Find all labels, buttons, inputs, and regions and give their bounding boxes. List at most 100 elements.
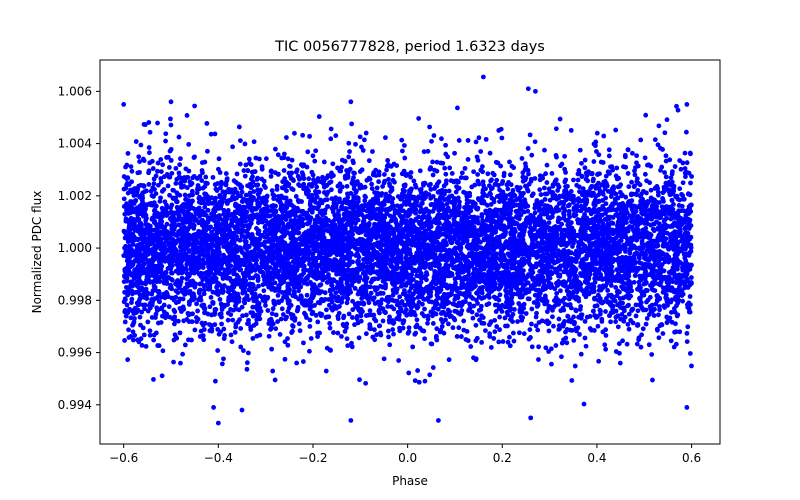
data-point (390, 172, 396, 178)
data-point (363, 380, 369, 386)
data-point (294, 360, 300, 366)
data-point (671, 202, 676, 207)
data-point (639, 332, 644, 338)
data-point (625, 321, 631, 327)
data-point (473, 322, 479, 328)
data-point (633, 313, 639, 319)
data-point (532, 202, 538, 208)
data-point (622, 154, 628, 160)
data-point (326, 272, 331, 277)
data-point (242, 173, 248, 179)
data-point (638, 137, 644, 143)
data-point (153, 330, 159, 336)
data-point (566, 289, 572, 295)
data-point (233, 201, 238, 207)
data-point (324, 175, 330, 181)
data-point (213, 186, 219, 192)
data-point (650, 377, 655, 383)
data-point (538, 192, 544, 197)
data-point (409, 272, 415, 278)
data-point (350, 158, 356, 164)
data-point (285, 156, 291, 162)
data-point (490, 185, 495, 191)
data-point (327, 325, 333, 331)
data-point (499, 135, 505, 141)
data-point (556, 316, 562, 322)
data-point (507, 172, 513, 178)
data-point (244, 360, 250, 366)
data-point (595, 171, 601, 177)
data-point (596, 358, 602, 364)
data-point (383, 135, 388, 141)
data-point (616, 341, 622, 347)
data-point (659, 164, 665, 170)
data-point (272, 377, 278, 383)
data-point (299, 170, 305, 176)
data-point (350, 307, 356, 313)
data-point (345, 296, 351, 302)
data-point (123, 164, 129, 170)
data-point (601, 133, 607, 139)
data-point (683, 129, 689, 135)
data-point (160, 348, 166, 354)
data-point (160, 162, 166, 168)
data-point (350, 298, 356, 304)
data-point (677, 158, 683, 163)
data-point (272, 146, 278, 152)
data-point (525, 146, 531, 151)
data-point (138, 142, 144, 148)
data-point (128, 164, 134, 170)
data-point (358, 310, 364, 316)
data-point (153, 311, 159, 317)
data-point (529, 344, 535, 350)
data-point (323, 314, 329, 320)
data-point (307, 317, 313, 323)
data-point (591, 159, 597, 164)
data-point (507, 159, 512, 165)
data-point (658, 145, 663, 151)
data-point (355, 306, 361, 312)
data-point (176, 134, 182, 140)
data-point (387, 342, 393, 348)
data-point (577, 332, 582, 337)
data-point (553, 152, 559, 158)
data-point (463, 175, 469, 181)
data-point (229, 339, 235, 345)
data-point (532, 139, 538, 145)
data-point (417, 249, 423, 254)
data-point (571, 177, 576, 183)
data-point (515, 319, 520, 324)
data-point (577, 147, 583, 153)
data-point (339, 164, 344, 170)
data-point (264, 193, 270, 199)
data-point (615, 324, 621, 330)
data-point (248, 162, 254, 167)
data-point (688, 180, 693, 186)
data-point (549, 171, 555, 176)
data-point (492, 329, 498, 335)
data-point (678, 166, 684, 172)
data-point (237, 138, 243, 144)
data-point (656, 312, 661, 318)
data-point (673, 321, 678, 327)
data-point (559, 340, 565, 346)
data-point (151, 377, 156, 382)
data-point (250, 336, 256, 341)
data-point (369, 181, 374, 187)
data-point (367, 308, 373, 314)
data-point (450, 325, 456, 331)
data-point (356, 335, 362, 341)
data-point (215, 348, 221, 353)
data-point (606, 313, 612, 319)
data-point (553, 126, 559, 132)
data-point (253, 155, 259, 161)
data-point (492, 317, 498, 323)
data-point (680, 180, 686, 186)
data-point (374, 185, 380, 191)
data-point (161, 302, 167, 308)
data-point (121, 196, 127, 202)
data-point (425, 320, 430, 326)
data-point (237, 317, 242, 323)
data-point (352, 322, 357, 328)
data-point (487, 150, 493, 156)
